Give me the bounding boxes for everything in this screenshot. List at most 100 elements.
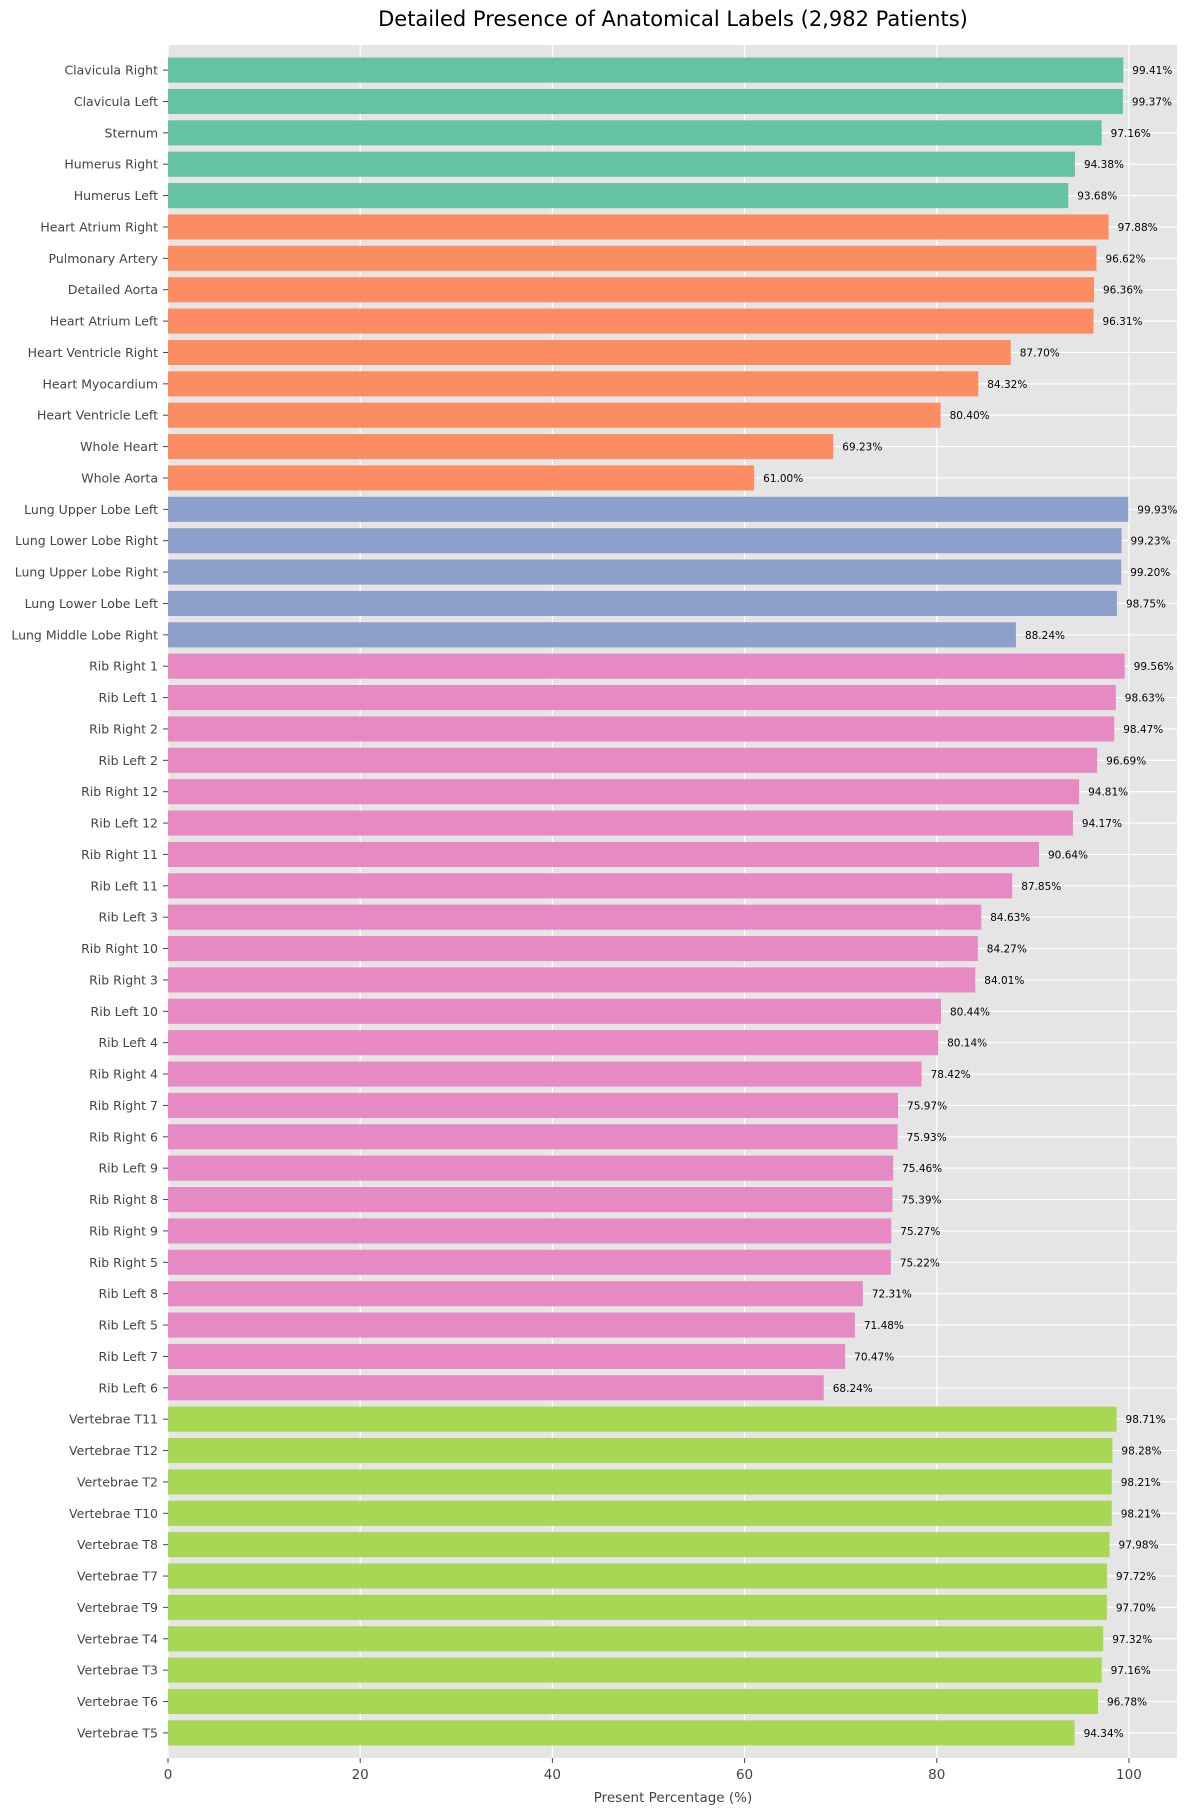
bar-rib-right-10 — [168, 936, 978, 962]
y-tick-label: Rib Right 9 — [89, 1223, 158, 1238]
bar-value-label: 68.24% — [833, 1383, 873, 1395]
x-tick-label: 60 — [736, 1767, 753, 1783]
y-tick-label: Lung Upper Lobe Right — [15, 565, 158, 580]
bar-value-label: 97.98% — [1119, 1540, 1159, 1552]
value-labels: 99.41% 99.37% 97.16% 94.38% 93.68% 97.88% 96.6… — [763, 65, 1177, 1740]
y-tick-label: Rib Right 8 — [89, 1192, 158, 1207]
bar-rib-right-8 — [168, 1187, 893, 1213]
y-tick-label: Humerus Right — [64, 157, 158, 172]
bar-rib-right-3 — [168, 967, 976, 993]
bar-value-label: 94.17% — [1082, 818, 1122, 830]
bar-vertebrae-t10 — [168, 1500, 1112, 1526]
bar-value-label: 98.71% — [1126, 1414, 1166, 1426]
bar-value-label: 96.31% — [1102, 316, 1142, 328]
y-tick-label: Rib Right 11 — [81, 847, 158, 862]
y-tick-label: Rib Right 4 — [89, 1067, 158, 1082]
y-tick-label: Clavicula Right — [64, 63, 158, 78]
bar-value-label: 97.16% — [1111, 1665, 1151, 1677]
y-tick-label: Vertebrae T9 — [77, 1600, 158, 1615]
y-tick-label: Rib Left 7 — [98, 1349, 158, 1364]
bar-lung-upper-lobe-right — [168, 559, 1122, 585]
bar-value-label: 96.36% — [1103, 285, 1143, 297]
bar-detailed-aorta — [168, 277, 1094, 303]
bar-lung-upper-lobe-left — [168, 496, 1129, 522]
y-tick-label: Whole Heart — [80, 439, 158, 454]
bar-vertebrae-t8 — [168, 1532, 1110, 1558]
y-tick-label: Rib Right 10 — [81, 941, 158, 956]
bar-value-label: 90.64% — [1048, 849, 1088, 861]
bar-lung-lower-lobe-right — [168, 528, 1122, 554]
bar-rib-left-4 — [168, 1030, 939, 1056]
x-axis-ticks: 0 20 40 60 80 100 — [164, 1758, 1142, 1783]
y-tick-label: Heart Ventricle Right — [28, 345, 158, 360]
bar-pulmonary-artery — [168, 245, 1097, 271]
bar-value-label: 75.39% — [901, 1195, 941, 1207]
bar-rib-left-7 — [168, 1343, 846, 1369]
y-tick-label: Vertebrae T6 — [77, 1694, 158, 1709]
y-tick-label: Lung Lower Lobe Right — [15, 533, 158, 548]
bar-value-label: 75.22% — [900, 1257, 940, 1269]
y-tick-label: Lung Lower Lobe Left — [25, 596, 159, 611]
bar-value-label: 98.75% — [1126, 598, 1166, 610]
y-tick-label: Rib Right 6 — [89, 1129, 158, 1144]
bar-humerus-right — [168, 151, 1075, 177]
bar-vertebrae-t9 — [168, 1594, 1107, 1620]
x-tick-label: 80 — [928, 1767, 945, 1783]
bar-value-label: 84.27% — [987, 944, 1027, 956]
bar-value-label: 94.34% — [1084, 1728, 1124, 1740]
bar-rib-right-12 — [168, 779, 1080, 805]
bar-heart-atrium-left — [168, 308, 1094, 334]
bar-value-label: 94.81% — [1088, 787, 1128, 799]
y-tick-label: Rib Left 1 — [98, 690, 158, 705]
bar-rib-left-5 — [168, 1312, 855, 1338]
y-tick-label: Rib Left 4 — [98, 1035, 158, 1050]
bar-value-label: 84.63% — [990, 912, 1030, 924]
y-tick-label: Sternum — [105, 125, 158, 140]
bar-value-label: 87.70% — [1020, 347, 1060, 359]
x-tick-label: 40 — [544, 1767, 561, 1783]
bar-heart-atrium-right — [168, 214, 1109, 240]
y-tick-label: Lung Upper Lobe Left — [24, 502, 158, 517]
bar-rib-right-9 — [168, 1218, 892, 1244]
bar-value-label: 98.21% — [1121, 1477, 1161, 1489]
bar-rib-right-11 — [168, 841, 1040, 867]
y-tick-label: Whole Aorta — [81, 470, 158, 485]
y-tick-label: Rib Right 7 — [89, 1098, 158, 1113]
bar-value-label: 78.42% — [931, 1069, 971, 1081]
bar-value-label: 99.37% — [1132, 96, 1172, 108]
bar-value-label: 99.93% — [1137, 504, 1177, 516]
bar-humerus-left — [168, 183, 1069, 209]
bar-heart-myocardium — [168, 371, 979, 397]
y-tick-label: Vertebrae T3 — [77, 1663, 158, 1678]
bar-lung-lower-lobe-left — [168, 590, 1117, 616]
bar-vertebrae-t6 — [168, 1688, 1099, 1715]
bar-value-label: 96.62% — [1105, 253, 1145, 265]
bar-value-label: 97.70% — [1116, 1602, 1156, 1614]
y-tick-label: Rib Right 12 — [81, 784, 158, 799]
bar-rib-right-6 — [168, 1124, 898, 1150]
y-tick-label: Vertebrae T10 — [69, 1506, 158, 1521]
bar-rib-left-10 — [168, 998, 941, 1024]
bar-value-label: 98.63% — [1125, 693, 1165, 705]
y-tick-label: Vertebrae T2 — [77, 1474, 158, 1489]
bar-value-label: 75.27% — [900, 1226, 940, 1238]
y-tick-label: Rib Left 9 — [98, 1161, 158, 1176]
y-tick-label: Vertebrae T8 — [77, 1537, 158, 1552]
x-tick-label: 20 — [352, 1767, 369, 1783]
bar-value-label: 80.14% — [947, 1038, 987, 1050]
bar-value-label: 97.16% — [1111, 128, 1151, 140]
bar-rib-left-11 — [168, 873, 1013, 899]
bar-rib-left-8 — [168, 1281, 863, 1307]
bar-value-label: 88.24% — [1025, 630, 1065, 642]
bar-clavicula-left — [168, 88, 1123, 115]
bar-rib-left-9 — [168, 1155, 894, 1181]
bar-vertebrae-t7 — [168, 1563, 1108, 1589]
bar-rib-left-1 — [168, 685, 1116, 711]
y-tick-label: Rib Right 1 — [89, 659, 158, 674]
y-tick-label: Rib Right 2 — [89, 721, 158, 736]
y-tick-label: Heart Atrium Right — [40, 219, 158, 234]
chart-title: Detailed Presence of Anatomical Labels (… — [378, 7, 968, 31]
bar-value-label: 93.68% — [1077, 191, 1117, 203]
bar-rib-left-3 — [168, 904, 982, 930]
